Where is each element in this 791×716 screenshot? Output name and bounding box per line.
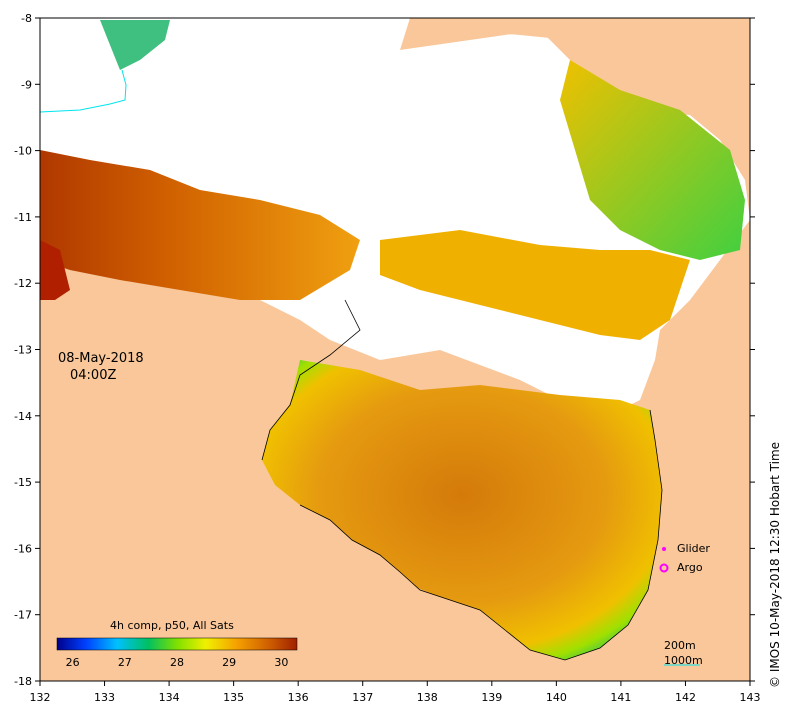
colorbar-tick-label: 27 [118, 656, 132, 669]
y-tick-label: -18 [14, 675, 32, 688]
coastline [261, 299, 663, 661]
y-tick-label: -15 [14, 476, 32, 489]
contour-1000m [39, 69, 127, 113]
legend-200m: 200m [664, 639, 696, 652]
x-axis: 132 133 134 135 136 137 138 139 140 141 142 143 [30, 681, 761, 704]
y-tick-label: -13 [14, 344, 32, 357]
legend-argo: Argo [677, 561, 703, 574]
time-label: 04:00Z [70, 368, 117, 383]
x-tick-label: 142 [675, 691, 696, 704]
y-tick-label: -9 [21, 78, 32, 91]
legend-glider: Glider [677, 542, 710, 555]
x-tick-label: 141 [610, 691, 631, 704]
x-tick-label: 135 [223, 691, 244, 704]
x-tick-label: 132 [30, 691, 51, 704]
colorbar-ticks: 26 27 28 29 30 [66, 656, 289, 669]
y-tick-label: -17 [14, 609, 32, 622]
date-label: 08-May-2018 [58, 351, 144, 366]
y-tick-label: -12 [14, 277, 32, 290]
colorbar-tick-label: 30 [274, 656, 288, 669]
colorbar-tick-label: 29 [222, 656, 236, 669]
sst-northeast [560, 60, 745, 260]
argo-marker-icon [659, 563, 669, 573]
x-tick-label: 139 [481, 691, 502, 704]
x-tick-label: 136 [288, 691, 309, 704]
x-tick-label: 133 [94, 691, 115, 704]
y-tick-label: -16 [14, 542, 32, 555]
sst-central-band [380, 230, 690, 340]
colorbar-tick-label: 26 [66, 656, 80, 669]
sst-west-edge [40, 240, 70, 300]
y-axis: -8 -9 -10 -11 -12 -13 -14 -15 -16 -17 -18 [14, 12, 755, 688]
sst-west-band [40, 150, 360, 300]
sst-gulf [262, 360, 662, 660]
colorbar-title: 4h comp, p50, All Sats [110, 619, 234, 632]
png-land [405, 18, 750, 100]
colorbar-tick-label: 28 [170, 656, 184, 669]
sst-northwest-patch [100, 20, 170, 70]
y-tick-label: -14 [14, 410, 32, 423]
cape-york-land [630, 300, 750, 681]
y-tick-label: -8 [21, 12, 32, 25]
y-tick-label: -10 [14, 145, 32, 158]
glider-marker-icon [662, 547, 666, 551]
credit-text: © IMOS 10-May-2018 12:30 Hobart Time [768, 441, 782, 688]
x-tick-label: 143 [740, 691, 761, 704]
southern-land [40, 300, 540, 681]
x-tick-label: 137 [352, 691, 373, 704]
date-time-label: 08-May-2018 04:00Z [58, 350, 144, 384]
legend-1000m: 1000m [664, 654, 703, 667]
x-tick-label: 134 [159, 691, 180, 704]
x-tick-label: 138 [417, 691, 438, 704]
x-tick-label: 140 [546, 691, 567, 704]
colorbar [56, 637, 298, 651]
y-tick-label: -11 [14, 211, 32, 224]
